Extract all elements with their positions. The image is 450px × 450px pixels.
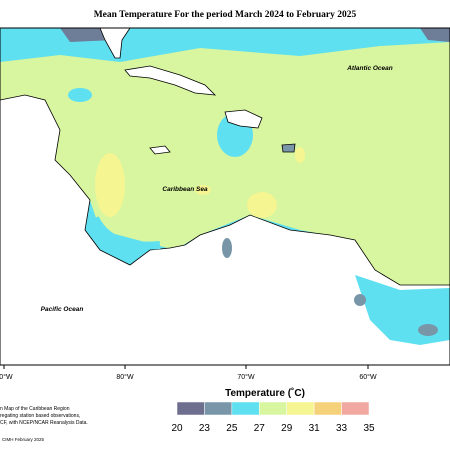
legend-tick-label: 27	[254, 423, 266, 434]
cool-patch	[420, 28, 450, 42]
cuba	[124, 65, 217, 96]
legend-tick-label: 23	[199, 423, 211, 434]
legend-box	[231, 401, 260, 416]
sea-label: Caribbean Sea	[162, 186, 208, 193]
cool-patch	[222, 238, 232, 258]
legend-title: Temperature (˚C)	[225, 387, 305, 399]
legend-tick-label: 31	[309, 423, 321, 434]
legend-tick-label: 25	[226, 423, 238, 434]
legend-box	[286, 401, 315, 416]
warm-patch	[195, 185, 211, 195]
puerto-rico	[281, 143, 296, 153]
note: regating station based observations,	[0, 413, 80, 419]
mainland	[0, 94, 450, 365]
hispaniola	[224, 109, 263, 129]
lon-label: 90°W	[0, 373, 13, 381]
legend-tick-label: 33	[336, 423, 348, 434]
legend-tick-label: 20	[171, 423, 183, 434]
note: CF, with NCEP/NCAR Reanalysis Data.	[0, 420, 88, 426]
legend: 20 23 25 27 29 31 33 35	[171, 401, 375, 434]
legend-tick-label: 29	[281, 423, 293, 434]
lon-label: 60°W	[359, 373, 377, 381]
legend-box	[341, 401, 370, 416]
warm-patch	[247, 192, 277, 218]
warm-region	[0, 42, 450, 290]
title: Mean Temperature For the period March 20…	[94, 10, 357, 20]
florida	[0, 28, 131, 59]
map: Atlantic Ocean Caribbean Sea Pacific Oce…	[0, 28, 450, 365]
cool-patch	[418, 324, 438, 336]
warm-patch	[295, 147, 305, 163]
credit: CIMH February 2025	[2, 437, 45, 442]
legend-box	[176, 401, 205, 416]
legend-box	[259, 401, 287, 416]
cool-coast	[91, 216, 161, 250]
cool-patch	[354, 294, 366, 306]
cool-patch	[68, 88, 92, 102]
legend-box	[204, 401, 233, 416]
legend-box	[313, 401, 342, 416]
lon-label: 70°W	[237, 373, 255, 381]
jamaica	[149, 145, 171, 155]
note: n Map of the Caribbean Region	[0, 406, 70, 412]
legend-tick-label: 35	[363, 423, 375, 434]
lon-label: 80°W	[116, 373, 134, 381]
warm-patch	[95, 153, 125, 217]
ocean-label: Atlantic Ocean	[346, 65, 393, 72]
ocean-label: Pacific Ocean	[41, 306, 84, 313]
longitude-axis: 90°W 80°W 70°W 60°W	[0, 365, 377, 381]
map-frame	[0, 27, 450, 366]
